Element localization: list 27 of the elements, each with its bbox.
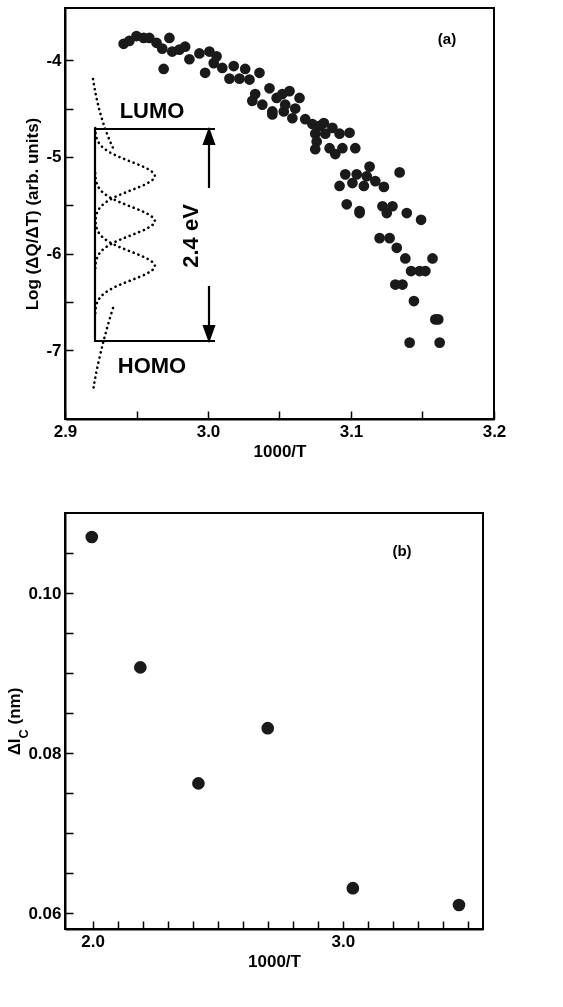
x-axis-title: 1000/T bbox=[253, 441, 308, 461]
x-tick-label: 2.9 bbox=[53, 421, 78, 441]
y-tick-label: 0.08 bbox=[28, 743, 62, 763]
point bbox=[261, 721, 275, 735]
annotation: 2.4 eV bbox=[178, 203, 203, 268]
y-tick-label: -5 bbox=[46, 147, 62, 167]
point bbox=[346, 881, 360, 895]
annotation: LUMO bbox=[119, 98, 185, 123]
x-tick-label: 2.0 bbox=[81, 931, 105, 951]
y-tick-label: 0.10 bbox=[28, 583, 62, 603]
y-tick-label: -4 bbox=[46, 50, 63, 70]
y-tick-label: -7 bbox=[46, 340, 62, 360]
point bbox=[134, 661, 147, 674]
x-tick-label: 3.2 bbox=[482, 421, 507, 441]
point bbox=[192, 777, 205, 790]
annotation: (a) bbox=[437, 30, 457, 47]
x-axis-title: 1000/T bbox=[248, 951, 302, 971]
y-tick-label: 0.06 bbox=[28, 903, 62, 923]
y-axis-title: Log (ΔQ/ΔT) (arb. units) bbox=[23, 117, 43, 311]
x-tick-label: 3.1 bbox=[339, 421, 364, 441]
x-tick-label: 3.0 bbox=[331, 931, 356, 951]
point bbox=[85, 530, 99, 544]
x-tick-label: 3.0 bbox=[196, 421, 221, 441]
annotation: HOMO bbox=[117, 353, 187, 378]
annotation: (b) bbox=[392, 542, 412, 559]
y-tick-label: -6 bbox=[46, 244, 62, 264]
point bbox=[452, 898, 466, 912]
